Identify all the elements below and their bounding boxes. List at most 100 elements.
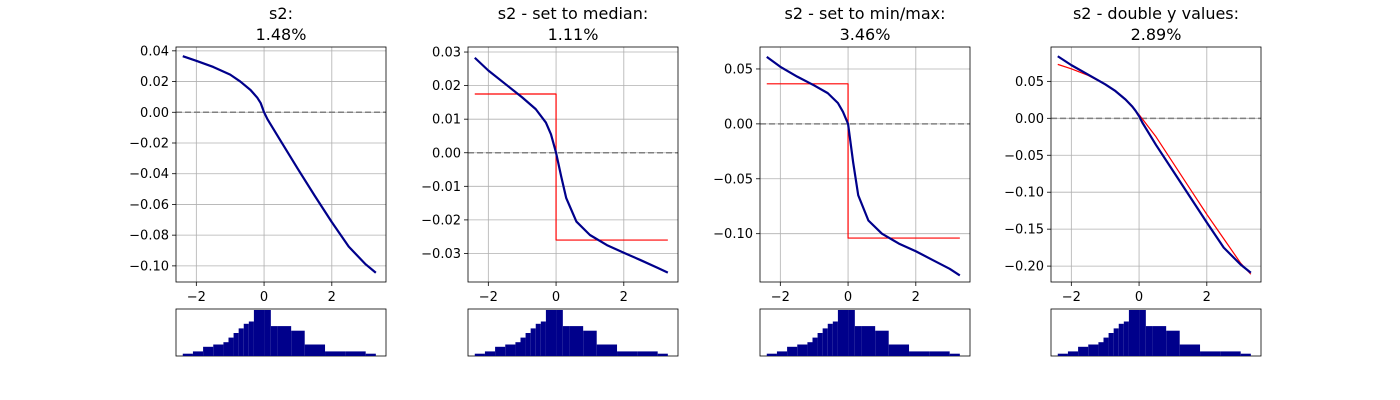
panel-title: s2: <box>269 4 293 23</box>
histogram-bar <box>213 344 224 356</box>
histogram-bar <box>474 353 485 356</box>
histogram-bar <box>520 337 526 356</box>
histogram-bar <box>832 321 838 356</box>
histogram-bar <box>827 323 833 356</box>
x-tick-label: 0 <box>844 290 852 305</box>
histogram <box>759 308 971 357</box>
y-tick-label: −0.05 <box>713 172 753 187</box>
y-tick-label: −0.10 <box>713 227 753 242</box>
x-tick-label: −2 <box>771 290 790 305</box>
data-layer <box>176 55 386 274</box>
panel-subtitle: 1.11% <box>548 25 599 44</box>
x-tick-label: −2 <box>1062 290 1081 305</box>
data-layer <box>1051 55 1261 275</box>
effect-curve <box>766 55 961 277</box>
x-tick-label: −2 <box>187 290 206 305</box>
histogram-bar <box>949 353 960 356</box>
histogram-bar <box>540 321 546 356</box>
histogram-bar <box>1078 346 1089 356</box>
data-layer <box>468 56 678 274</box>
histogram-bar <box>562 326 570 356</box>
histogram-bar <box>837 310 849 356</box>
step-line <box>474 93 668 241</box>
histogram-bar <box>545 310 557 356</box>
y-tick-label: −0.01 <box>421 180 461 195</box>
histogram-bar <box>657 353 668 356</box>
x-tick-label: 2 <box>620 290 628 305</box>
panel-subtitle: 3.46% <box>840 25 891 44</box>
y-tick-label: −0.03 <box>421 247 461 262</box>
histogram-bar <box>192 351 204 356</box>
histogram-bar <box>515 342 521 356</box>
histogram-bar <box>888 344 910 356</box>
histogram-bar <box>807 342 813 356</box>
x-tick-label: −2 <box>479 290 498 305</box>
histogram <box>467 308 679 357</box>
histogram-bar <box>596 344 618 356</box>
histogram-bar <box>248 321 254 356</box>
y-tick-label: −0.10 <box>1004 186 1044 201</box>
histogram-bar <box>1057 353 1068 356</box>
panel-title: s2 - double y values: <box>1073 4 1239 23</box>
histogram-bar <box>530 328 536 356</box>
axes-frame <box>175 46 387 283</box>
y-tick-label: 0.02 <box>140 75 169 90</box>
histogram-bar <box>556 310 563 356</box>
data-layer <box>760 55 970 277</box>
histogram-bar <box>875 330 889 356</box>
histogram-bar <box>1152 326 1167 356</box>
axes-layer: −2 0 2 0.05 0.00 −0.05 −0.10 −0.15 −0.20 <box>1004 46 1262 305</box>
histogram-bar <box>817 333 823 356</box>
effect-curve <box>1057 55 1252 274</box>
histogram-bar <box>291 330 305 356</box>
histogram-bar <box>253 310 265 356</box>
effect-curve <box>182 55 377 274</box>
y-tick-label: −0.20 <box>1004 260 1044 275</box>
histogram-bar <box>203 346 214 356</box>
y-tick-label: 0.00 <box>724 117 753 132</box>
histogram-bar <box>182 353 193 356</box>
histogram <box>1050 308 1262 357</box>
histogram-bar <box>1139 310 1146 356</box>
histogram-bar <box>1128 310 1140 356</box>
panel-subtitle: 2.89% <box>1131 25 1182 44</box>
histogram-bar <box>495 346 506 356</box>
y-tick-label: −0.05 <box>1004 149 1044 164</box>
histogram-bar <box>243 323 249 356</box>
histogram-bar <box>822 328 828 356</box>
histogram-bar <box>1200 351 1221 356</box>
histogram-bar <box>1118 323 1124 356</box>
histogram-bar <box>776 351 788 356</box>
histogram-bar <box>345 351 366 356</box>
panel-title: s2 - set to median: <box>498 4 649 23</box>
histogram-bar <box>277 326 292 356</box>
histogram <box>175 308 387 357</box>
axes-frame <box>1050 46 1262 283</box>
histogram-bar <box>797 344 808 356</box>
histogram-bar <box>909 351 930 356</box>
y-tick-label: −0.04 <box>129 167 169 182</box>
histogram-bar <box>1113 328 1119 356</box>
x-tick-label: 2 <box>912 290 920 305</box>
effect-curve <box>474 56 669 274</box>
histogram-bar <box>1123 321 1129 356</box>
histogram-bar <box>569 326 584 356</box>
axes-layer: −2 0 2 0.03 0.02 0.01 0.00 −0.01 −0.02 −0.03 <box>421 46 679 305</box>
y-tick-label: 0.00 <box>1015 112 1044 127</box>
histogram-bar <box>304 344 326 356</box>
histogram-bar <box>228 337 234 356</box>
histogram-bar <box>238 328 244 356</box>
histogram-bar <box>505 344 516 356</box>
y-tick-label: 0.00 <box>140 106 169 121</box>
y-tick-label: 0.03 <box>432 46 461 61</box>
histogram-bar <box>325 351 346 356</box>
histogram-bar <box>1145 326 1153 356</box>
x-tick-label: 0 <box>1135 290 1143 305</box>
y-tick-label: 0.00 <box>432 146 461 161</box>
panel-4: −2 0 2 0.05 0.00 −0.05 −0.10 −0.15 −0.20 s2 - do… <box>1004 4 1262 357</box>
histogram-bar <box>787 346 798 356</box>
histogram-bar <box>1088 344 1099 356</box>
step-line <box>766 83 960 239</box>
histogram-bar <box>1220 351 1241 356</box>
histogram-bar <box>766 353 777 356</box>
